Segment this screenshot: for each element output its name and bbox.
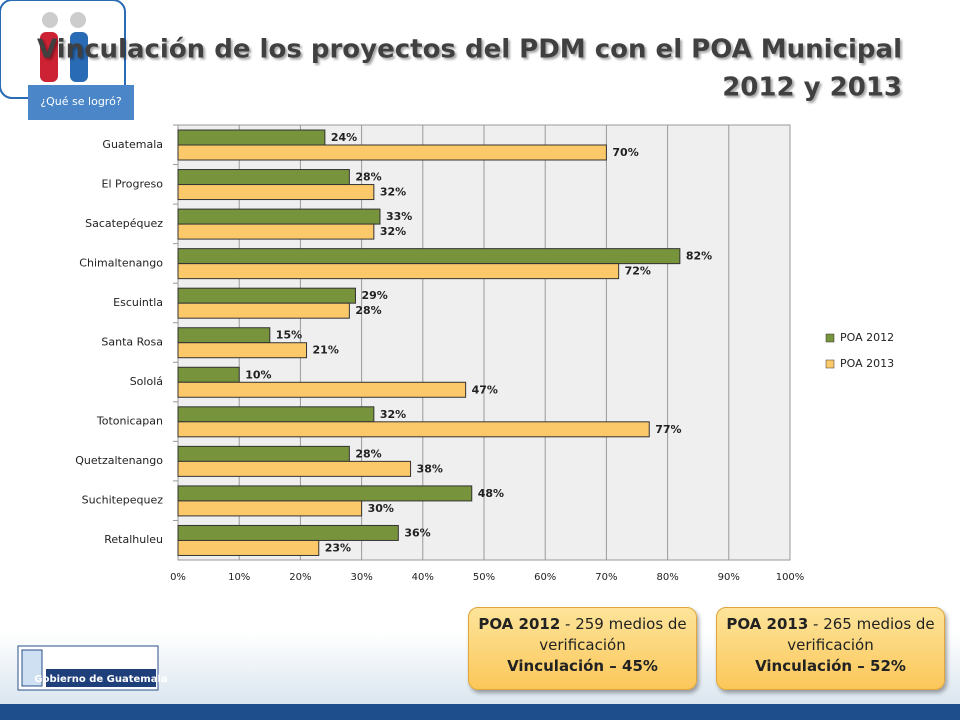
y-tick-label: Guatemala (102, 138, 163, 151)
y-tick-label: Escuintla (113, 296, 163, 309)
y-tick-label: Totonicapan (96, 415, 163, 428)
y-tick-label: Santa Rosa (101, 336, 163, 349)
data-label: 10% (245, 368, 271, 381)
bar (177, 223, 375, 240)
y-tick-label: El Progreso (102, 177, 164, 190)
logo-text: Gobierno de Guatemala (34, 674, 167, 685)
bar (177, 406, 375, 423)
legend-swatch (825, 359, 835, 369)
legend-label: POA 2012 (840, 331, 894, 344)
bar (177, 327, 271, 344)
legend-swatch (825, 333, 835, 343)
box-heading: POA 2013 (726, 615, 809, 633)
summary-box: POA 2012 - 259 medios de verificación Vi… (468, 607, 697, 690)
x-tick-label: 40% (412, 572, 434, 583)
box-detail: - 259 medios de verificación (539, 615, 687, 654)
data-label: 28% (355, 304, 381, 317)
bar (177, 524, 399, 541)
x-tick-label: 20% (289, 572, 311, 583)
data-label: 82% (686, 250, 712, 263)
bar (177, 169, 350, 186)
x-tick-label: 70% (595, 572, 617, 583)
y-tick-label: Retalhuleu (104, 533, 163, 546)
legend-label: POA 2013 (840, 357, 894, 370)
bar (177, 381, 467, 398)
data-label: 48% (478, 487, 504, 500)
x-tick-label: 10% (228, 572, 250, 583)
logo-bar (46, 669, 156, 687)
x-tick-label: 80% (656, 572, 678, 583)
icon-figure (42, 12, 58, 28)
data-label: 32% (380, 186, 406, 199)
data-label: 38% (417, 462, 443, 475)
x-tick-label: 60% (534, 572, 556, 583)
x-tick-label: 0% (170, 572, 186, 583)
chart-title: 2012 y 2013 (722, 73, 902, 103)
data-label: 24% (331, 131, 357, 144)
badge-text: ¿Qué se logró? (40, 95, 122, 108)
bar (177, 184, 375, 201)
y-tick-label: Chimaltenango (79, 256, 163, 269)
data-label: 70% (612, 146, 638, 159)
bar (177, 342, 308, 359)
logo-emblem (21, 649, 43, 687)
bar (177, 302, 350, 319)
data-label: 36% (404, 526, 430, 539)
data-label: 47% (472, 383, 498, 396)
bar (177, 539, 320, 556)
bar (177, 485, 473, 502)
data-label: 32% (380, 225, 406, 238)
data-label: 77% (655, 423, 681, 436)
data-label: 28% (355, 171, 381, 184)
y-tick-label: Quetzaltenango (75, 454, 163, 467)
bar (177, 460, 412, 477)
data-label: 23% (325, 541, 351, 554)
bar (177, 208, 381, 225)
x-tick-label: 90% (718, 572, 740, 583)
bar (177, 129, 326, 146)
icon-figure (70, 12, 86, 28)
data-label: 15% (276, 329, 302, 342)
bar (177, 421, 650, 438)
icon-figure (40, 32, 58, 82)
bar (177, 144, 607, 161)
y-tick-label: Sololá (130, 375, 163, 388)
x-tick-label: 30% (350, 572, 372, 583)
data-label: 33% (386, 210, 412, 223)
bar (177, 287, 356, 304)
icon-figure (70, 32, 88, 82)
box-heading: POA 2012 (478, 615, 561, 633)
box-result: Vinculación – 45% (507, 657, 658, 675)
bar (177, 366, 240, 383)
footer-strip (0, 704, 960, 720)
summary-box: POA 2013 - 265 medios de verificación Vi… (716, 607, 945, 690)
bar (177, 263, 620, 280)
data-label: 72% (625, 265, 651, 278)
data-label: 28% (355, 447, 381, 460)
box-result: Vinculación – 52% (755, 657, 906, 675)
chart-title: Vinculación de los proyectos del PDM con… (37, 35, 902, 65)
y-tick-label: Sacatepéquez (85, 217, 163, 230)
badge (28, 85, 134, 120)
bar (177, 248, 681, 265)
x-tick-label: 100% (776, 572, 805, 583)
bar (177, 445, 350, 462)
data-label: 30% (368, 502, 394, 515)
data-label: 21% (313, 344, 339, 357)
box-detail: - 265 medios de verificación (787, 615, 935, 654)
data-label: 32% (380, 408, 406, 421)
data-label: 29% (361, 289, 387, 302)
y-tick-label: Suchitepequez (82, 494, 164, 507)
x-tick-label: 50% (473, 572, 495, 583)
bar (177, 500, 363, 517)
